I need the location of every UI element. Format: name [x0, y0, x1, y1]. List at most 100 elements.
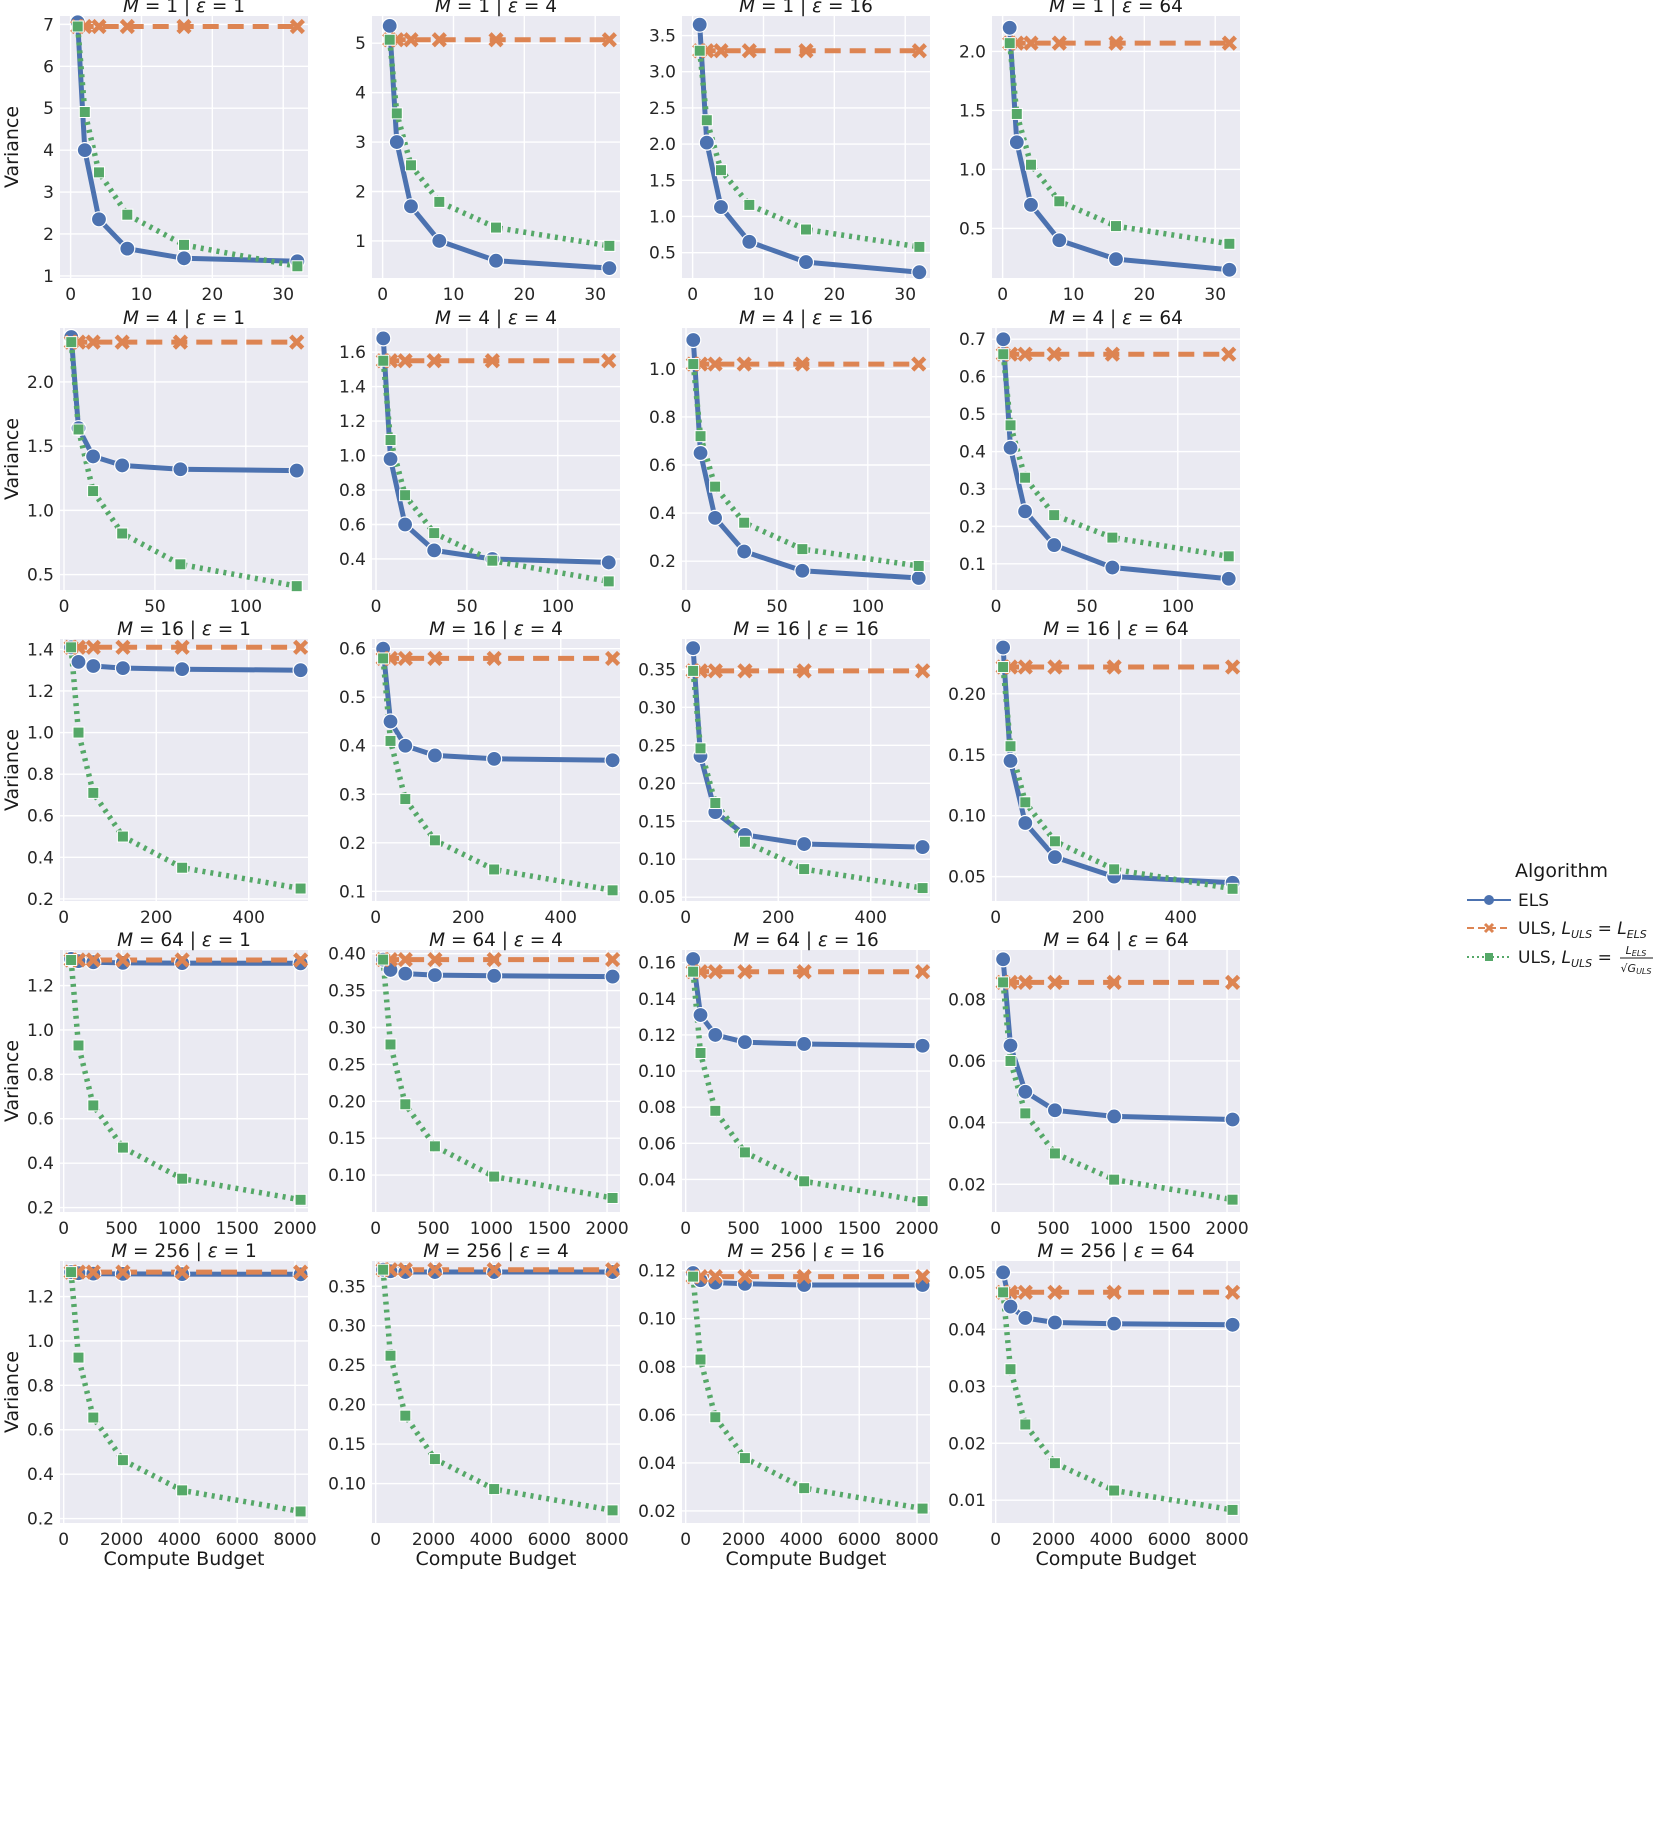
y-tick-label: 0.08: [948, 990, 986, 1010]
data-point-uls-scaled: [997, 348, 1010, 361]
data-point-uls-scaled: [377, 652, 390, 665]
data-point-uls-scaled: [1019, 796, 1032, 809]
plot-area: [992, 328, 1240, 590]
chart-panel: 0 10 20 30 1 2 3 4 5 M = 1 | ε = 4: [355, 0, 620, 305]
data-point-uls-equal: [713, 43, 729, 59]
data-point-uls-equal: [119, 18, 135, 35]
data-point-els: [375, 330, 392, 347]
data-point-uls-equal: [403, 32, 419, 48]
data-point-els: [292, 662, 309, 679]
y-tick-label: 3: [43, 183, 54, 203]
data-point-uls-scaled: [65, 953, 78, 966]
data-point-els: [402, 198, 420, 215]
x-tick-label: 1000: [1090, 1219, 1133, 1239]
x-tick-label: 0: [58, 1219, 69, 1239]
y-tick-label: 0.4: [27, 848, 54, 868]
data-point-els: [1220, 570, 1237, 587]
y-tick-label: 1.0: [649, 207, 676, 227]
series-line-uls-scaled: [690, 1276, 924, 1512]
panel-title: M = 64 | ε = 4: [429, 930, 563, 951]
data-point-uls-equal: [601, 32, 617, 48]
x-tick-label: 1500: [838, 1219, 881, 1239]
data-point-els: [397, 737, 414, 754]
data-point-els: [1224, 1111, 1241, 1128]
panel-title: M = 256 | ε = 1: [111, 1241, 257, 1262]
data-point-els: [85, 657, 102, 675]
chart-panel: 0 10 20 30 0.5 1.0 1.5 2.0 2.5 3.0 3.5 M = 1 | ε = …: [649, 0, 930, 305]
y-tick-label: 5: [355, 34, 366, 54]
data-point-uls-scaled: [116, 1141, 129, 1154]
x-tick-label: 10: [443, 285, 465, 305]
data-point-uls-scaled: [997, 661, 1010, 674]
y-tick-label: 0.06: [948, 1052, 986, 1072]
y-tick-label: 0.06: [638, 1406, 676, 1426]
plot-area: [682, 639, 930, 901]
data-point-uls-scaled: [1226, 1193, 1239, 1206]
svg-text:LELS: LELS: [1626, 944, 1647, 958]
y-tick-label: 0.6: [649, 456, 676, 476]
y-tick-label: 0.3: [339, 785, 366, 805]
x-tick-label: 200: [140, 908, 172, 928]
x-tick-label: 50: [456, 597, 478, 617]
y-tick-label: 6: [43, 57, 54, 77]
data-point-uls-equal: [91, 18, 107, 35]
y-tick-label: 0.04: [948, 1114, 986, 1134]
data-point-els: [288, 462, 305, 479]
x-axis-label: Compute Budget: [725, 1548, 886, 1570]
y-tick-label: 2: [43, 225, 54, 245]
y-tick-label: 0.8: [27, 765, 54, 785]
x-axis-label: Compute Budget: [103, 1548, 264, 1570]
chart-panel: 0 500 1000 1500 2000 0.04 0.06 0.08 0.10 0.12 0.14…: [638, 930, 939, 1239]
data-point-uls-scaled: [606, 1191, 619, 1204]
plot-area: [372, 639, 620, 901]
data-point-uls-scaled: [694, 742, 707, 755]
data-point-uls-scaled: [687, 965, 700, 978]
data-point-uls-scaled: [116, 830, 129, 843]
y-tick-label: 1.4: [339, 378, 366, 398]
y-tick-label: 0.7: [959, 330, 986, 350]
data-point-uls-scaled: [488, 1170, 501, 1183]
data-point-uls-equal: [605, 952, 621, 968]
x-tick-label: 0: [991, 597, 1002, 617]
x-tick-label: 4000: [780, 1530, 823, 1550]
data-point-uls-scaled: [796, 543, 809, 556]
data-point-els: [1016, 503, 1034, 520]
chart-panel: 0 200 400 0.2 0.4 0.6 0.8 1.0 1.2 1.4 M = 16 | ε =…: [1, 619, 309, 928]
y-tick-label: 0.05: [948, 868, 986, 888]
data-point-uls-equal: [427, 952, 443, 968]
data-point-els: [426, 966, 444, 984]
data-point-uls-equal: [915, 663, 931, 679]
data-point-uls-equal: [293, 952, 309, 968]
legend-uls-scaled-label: ULS, LULS = LELS √GULS: [1518, 944, 1653, 976]
y-tick-label: 0.5: [649, 244, 676, 264]
x-tick-label: 1500: [216, 1219, 259, 1239]
data-point-uls-equal: [115, 1264, 131, 1280]
data-point-els: [995, 331, 1012, 348]
data-point-uls-scaled: [174, 558, 187, 571]
y-tick-label: 0.25: [638, 736, 676, 756]
chart-panel: 0 500 1000 1500 2000 0.10 0.15 0.20 0.25 0.30 0.35…: [328, 930, 629, 1239]
y-tick-label: 7: [43, 15, 54, 35]
y-tick-label: 0.1: [339, 882, 366, 902]
data-point-uls-scaled: [1004, 1363, 1017, 1376]
data-point-els: [910, 569, 927, 587]
x-tick-label: 100: [1162, 597, 1194, 617]
y-tick-label: 0.4: [339, 550, 366, 570]
x-tick-label: 8000: [273, 1530, 316, 1550]
x-tick-label: 0: [58, 908, 69, 928]
data-point-uls-scaled: [72, 726, 85, 739]
x-tick-label: 30: [894, 285, 916, 305]
y-tick-label: 0.10: [948, 807, 986, 827]
data-point-uls-equal: [289, 334, 305, 350]
data-point-uls-scaled: [1106, 531, 1119, 544]
chart-panel: 0 2000 4000 6000 8000 0.2 0.4 0.6 0.8 1.0 1.2 M = 2…: [1, 1241, 317, 1570]
data-point-els: [388, 133, 405, 151]
x-tick-label: 8000: [585, 1530, 628, 1550]
data-point-uls-equal: [1106, 659, 1122, 675]
y-tick-label: 0.30: [328, 1018, 366, 1038]
data-point-els: [1106, 1108, 1123, 1125]
data-point-uls-scaled: [912, 559, 925, 572]
svg-text:√GULS: √GULS: [1621, 962, 1652, 976]
series-line-els: [690, 958, 923, 1049]
y-tick-label: 0.4: [27, 1465, 54, 1485]
